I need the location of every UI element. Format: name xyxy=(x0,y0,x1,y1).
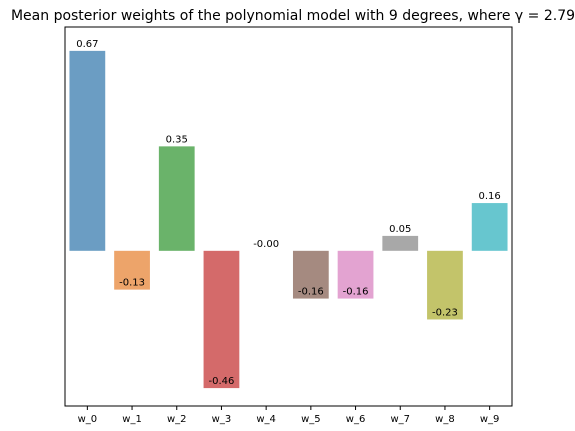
x-tick-label-w_3: w_3 xyxy=(212,414,232,425)
bar-w_1 xyxy=(114,250,150,290)
x-tick-label-w_7: w_7 xyxy=(390,414,410,425)
data-label-w_7: 0.05 xyxy=(389,224,411,235)
x-ticks-group: w_0 w_1 w_2 w_3 w_4 w_5 w_6 w_7 w_8 w_9 xyxy=(78,406,500,425)
bar-w_0 xyxy=(69,50,106,251)
x-tick-label-w_0: w_0 xyxy=(78,414,98,425)
bar-w_2 xyxy=(158,146,195,251)
data-label-w_9: 0.16 xyxy=(479,191,501,202)
bars-group xyxy=(69,50,508,389)
data-label-w_1: -0.13 xyxy=(119,278,145,289)
data-labels-group: 0.67 -0.13 0.35 -0.46 -0.00 -0.16 -0.16 0.05 -0.… xyxy=(76,39,501,387)
x-tick-label-w_6: w_6 xyxy=(346,414,366,425)
data-label-w_5: -0.16 xyxy=(298,287,324,298)
x-tick-label-w_5: w_5 xyxy=(301,414,321,425)
data-label-w_8: -0.23 xyxy=(432,307,458,318)
bar-w_9 xyxy=(471,203,508,251)
bar-w_7 xyxy=(382,235,419,251)
bar-w_3 xyxy=(203,250,240,389)
x-tick-label-w_4: w_4 xyxy=(256,414,276,425)
plot-frame xyxy=(64,26,513,407)
x-tick-label-w_2: w_2 xyxy=(167,414,187,425)
data-label-w_3: -0.46 xyxy=(209,376,235,387)
bar-w_8 xyxy=(427,250,463,320)
data-label-w_4: -0.00 xyxy=(253,239,279,250)
data-label-w_6: -0.16 xyxy=(343,287,369,298)
bar-w_6 xyxy=(337,250,374,299)
chart-title: Mean posterior weights of the polynomial… xyxy=(11,8,575,24)
bar-w_5 xyxy=(292,250,329,299)
data-label-w_2: 0.35 xyxy=(166,134,188,145)
x-tick-label-w_9: w_9 xyxy=(480,414,500,425)
x-tick-label-w_1: w_1 xyxy=(122,414,142,425)
data-label-w_0: 0.67 xyxy=(76,39,98,50)
x-tick-label-w_8: w_8 xyxy=(435,414,455,425)
